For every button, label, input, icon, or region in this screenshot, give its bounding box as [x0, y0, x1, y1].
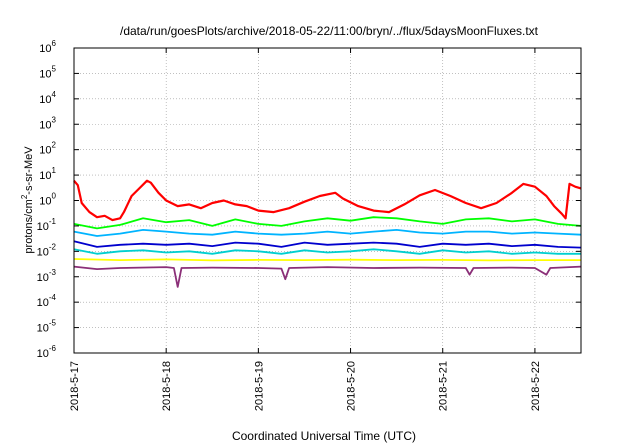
y-tick-label: 102: [39, 141, 56, 157]
x-axis-label: Coordinated Universal Time (UTC): [232, 429, 416, 443]
y-tick-label: 10-2: [37, 242, 57, 258]
x-tick-label: 2018-5-18: [161, 361, 173, 411]
chart-title: /data/run/goesPlots/archive/2018-05-22/1…: [120, 24, 539, 38]
y-tick-label: 10-4: [37, 293, 57, 309]
y-tick-label: 103: [39, 115, 56, 131]
series-line: [73, 179, 582, 222]
y-tick-label: 104: [39, 90, 56, 106]
series-line: [73, 248, 581, 255]
y-tick-label: 10-3: [37, 268, 57, 284]
series-line: [73, 216, 582, 230]
x-tick-label: 2018-5-22: [530, 361, 542, 411]
y-axis-label-superscript: 2: [20, 194, 29, 199]
y-axis-label: protons/cm2-s-sr-MeV: [20, 146, 35, 254]
plot-frame: [73, 47, 582, 354]
y-axis-label-part: -s-sr-MeV: [23, 146, 35, 195]
x-tick-label: 2018-5-20: [346, 361, 358, 411]
y-tick-label: 100: [39, 192, 56, 208]
series-layer: [73, 179, 582, 288]
x-tick-label: 2018-5-17: [69, 361, 81, 411]
y-tick-label: 105: [39, 64, 56, 80]
y-tick-label: 10-5: [37, 319, 57, 335]
x-tick-label: 2018-5-19: [253, 361, 265, 411]
series-line: [73, 240, 582, 249]
y-tick-label: 106: [39, 39, 56, 55]
y-axis: 10-6 10-5 10-4 10-3 10-2 10-1 100 101 102 103 104 1…: [37, 39, 581, 360]
series-line: [73, 265, 582, 288]
y-tick-label: 101: [39, 166, 56, 182]
y-tick-label: 10-1: [37, 217, 57, 233]
x-axis: 2018-5-17 2018-5-18 2018-5-19 2018-5-20 2018…: [69, 48, 542, 411]
y-tick-label: 10-6: [37, 344, 57, 360]
x-tick-label: 2018-5-21: [438, 361, 450, 411]
series-line: [73, 258, 581, 262]
gridlines: [74, 48, 581, 353]
series-line: [73, 229, 582, 237]
y-axis-label-part: protons/cm: [23, 199, 35, 253]
